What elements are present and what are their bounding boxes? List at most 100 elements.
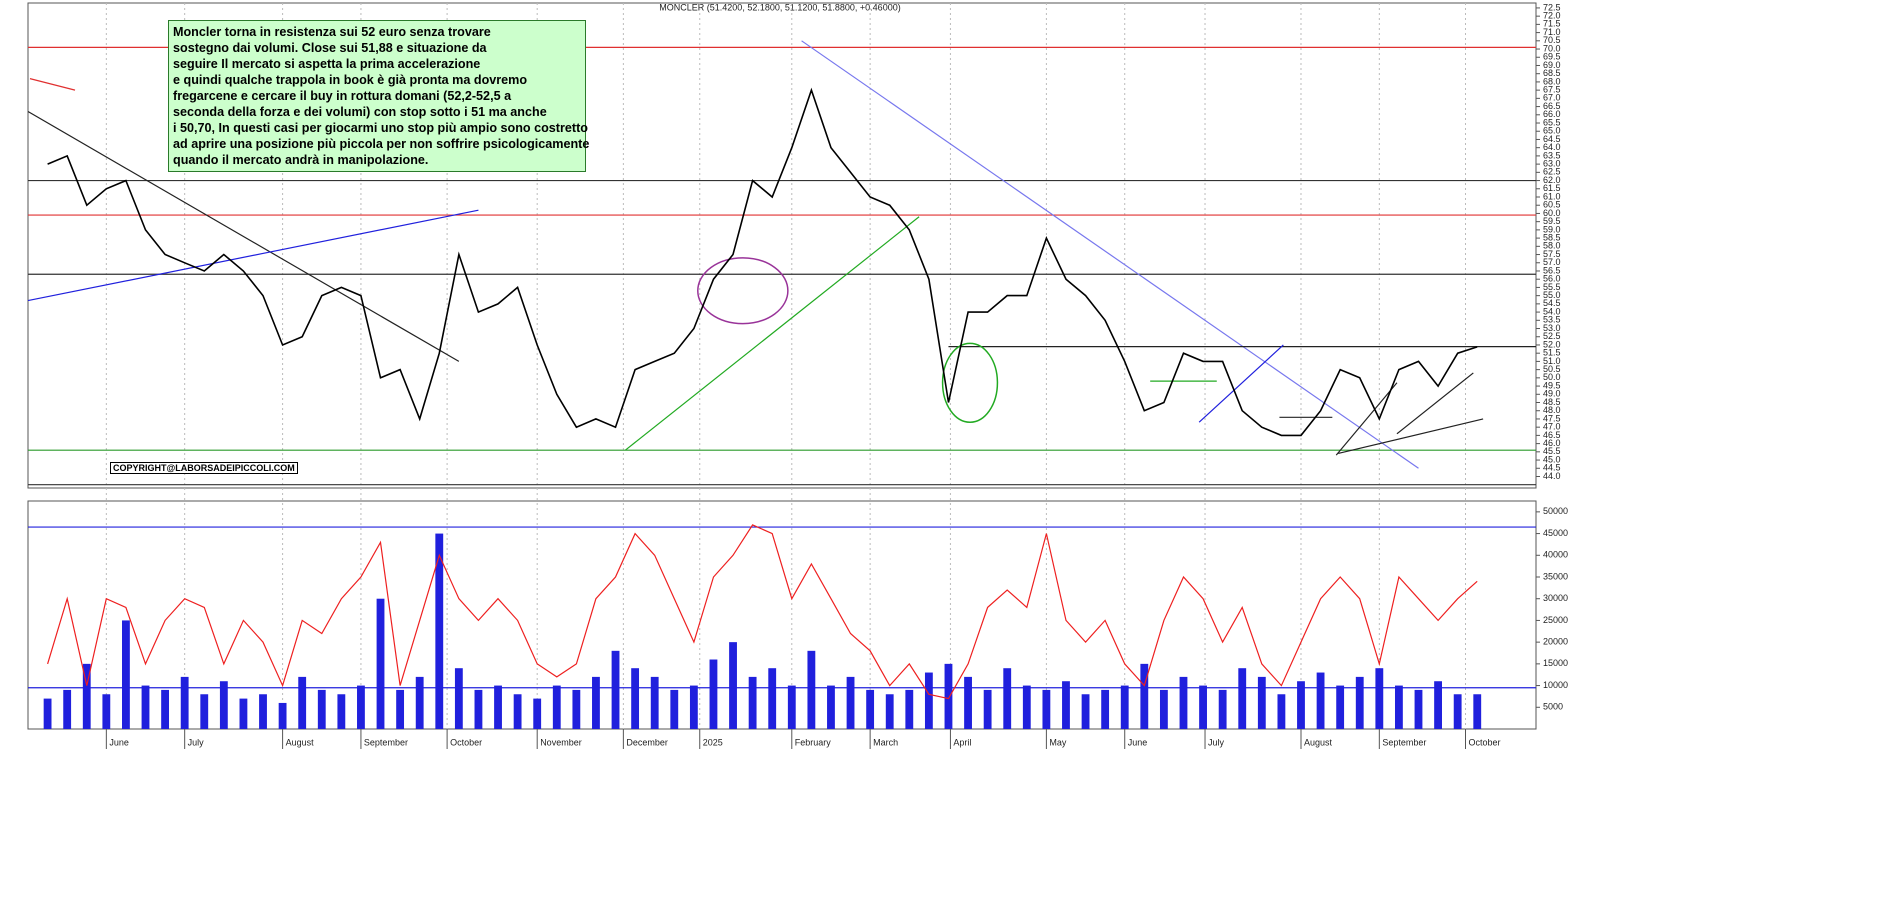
volume-bar (1022, 685, 1031, 729)
volume-bar (1218, 689, 1227, 729)
y-tick-label: 60.5 (1543, 200, 1561, 210)
x-tick-label: February (795, 737, 832, 747)
x-tick-label: July (188, 737, 205, 747)
price-line (47, 87, 1478, 437)
volume-bar (337, 694, 346, 729)
y-tick-label: 50.0 (1543, 372, 1561, 382)
y-tick-label: 5000 (1543, 702, 1563, 712)
note-line: seconda della forza e dei volumi) con st… (173, 105, 547, 119)
y-tick-label: 30000 (1543, 593, 1568, 603)
volume-bar (278, 702, 287, 729)
trend-line (27, 110, 460, 362)
volume-bar (102, 694, 111, 729)
note-line: Moncler torna in resistenza sui 52 euro … (173, 25, 491, 39)
volume-bar (513, 694, 522, 729)
y-tick-label: 67.5 (1543, 85, 1561, 95)
volume-bar (1120, 685, 1129, 729)
y-tick-label: 68.0 (1543, 76, 1561, 86)
y-tick-label: 65.0 (1543, 126, 1561, 136)
y-tick-label: 67.0 (1543, 93, 1561, 103)
trend-line (27, 209, 479, 302)
y-tick-label: 53.0 (1543, 323, 1561, 333)
y-tick-label: 54.0 (1543, 306, 1561, 316)
y-tick-label: 45.0 (1543, 454, 1561, 464)
volume-bar (219, 681, 228, 729)
y-tick-label: 51.5 (1543, 348, 1561, 358)
y-tick-label: 46.5 (1543, 430, 1561, 440)
volume-bar (1277, 694, 1286, 729)
y-tick-label: 45000 (1543, 528, 1568, 538)
y-tick-label: 50000 (1543, 506, 1568, 516)
volume-bar (944, 663, 953, 729)
y-tick-label: 55.0 (1543, 290, 1561, 300)
y-tick-label: 54.5 (1543, 298, 1561, 308)
y-tick-label: 58.0 (1543, 241, 1561, 251)
volume-bar (885, 694, 894, 729)
volume-bar (729, 642, 737, 729)
y-tick-label: 58.5 (1543, 232, 1561, 242)
trend-line (624, 216, 920, 451)
note-line: fregarcene e cercare il buy in rottura d… (173, 89, 512, 103)
y-tick-label: 15000 (1543, 658, 1568, 668)
volume-bar (983, 689, 992, 729)
x-tick-label: May (1049, 737, 1067, 747)
volume-bar (592, 676, 600, 729)
note-line: ad aprire una posizione più piccola per … (173, 137, 590, 151)
y-tick-label: 56.5 (1543, 265, 1561, 275)
volume-bar (670, 689, 679, 729)
volume-bar (396, 689, 405, 729)
y-tick-label: 52.0 (1543, 339, 1561, 349)
volume-bar (122, 620, 130, 729)
volume-frame (27, 500, 1537, 730)
volume-bar (474, 689, 483, 729)
y-tick-label: 61.0 (1543, 191, 1561, 201)
volume-bar (552, 685, 561, 729)
y-tick-label: 61.5 (1543, 183, 1561, 193)
x-tick-label: September (1382, 737, 1426, 747)
y-tick-label: 46.0 (1543, 438, 1561, 448)
volume-bar (768, 668, 777, 729)
x-tick-label: March (873, 737, 898, 747)
volume-bar (180, 676, 189, 729)
x-tick-label: June (109, 737, 129, 747)
y-tick-label: 59.5 (1543, 216, 1561, 226)
y-tick-label: 69.5 (1543, 52, 1561, 62)
y-tick-label: 49.5 (1543, 380, 1561, 390)
y-tick-label: 63.0 (1543, 158, 1561, 168)
y-tick-label: 72.0 (1543, 11, 1561, 21)
y-tick-label: 66.5 (1543, 101, 1561, 111)
y-tick-label: 35000 (1543, 571, 1568, 581)
y-tick-label: 48.0 (1543, 405, 1561, 415)
y-tick-label: 25000 (1543, 615, 1568, 625)
volume-bar (533, 698, 542, 729)
volume-bar (415, 676, 424, 729)
volume-bar (1081, 694, 1090, 729)
volume-average (47, 524, 1478, 700)
volume-bar (141, 685, 150, 729)
trend-line (29, 78, 76, 91)
y-tick-label: 49.0 (1543, 389, 1561, 399)
volume-bar (82, 663, 91, 729)
y-tick-label: 59.0 (1543, 224, 1561, 234)
y-tick-label: 48.5 (1543, 397, 1561, 407)
x-tick-label: August (286, 737, 315, 747)
volume-bar (650, 676, 659, 729)
annotation-box: Moncler torna in resistenza sui 52 euro … (168, 20, 590, 172)
price-frame (27, 2, 1537, 489)
volume-bar (611, 650, 620, 729)
volume-bar (376, 598, 385, 729)
y-tick-label: 44.0 (1543, 471, 1561, 481)
y-tick-label: 55.5 (1543, 282, 1561, 292)
volume-bar (1101, 689, 1110, 729)
y-tick-label: 47.0 (1543, 422, 1561, 432)
volume-bar (454, 668, 463, 729)
volume-bar (1394, 685, 1403, 729)
x-tick-label: October (1468, 737, 1500, 747)
y-tick-label: 71.0 (1543, 27, 1561, 37)
trend-line (1338, 418, 1484, 455)
volume-bar (1003, 668, 1012, 729)
y-tick-label: 65.5 (1543, 117, 1561, 127)
y-tick-label: 52.5 (1543, 331, 1561, 341)
y-tick-label: 71.5 (1543, 19, 1561, 29)
volume-bar (1062, 681, 1070, 729)
